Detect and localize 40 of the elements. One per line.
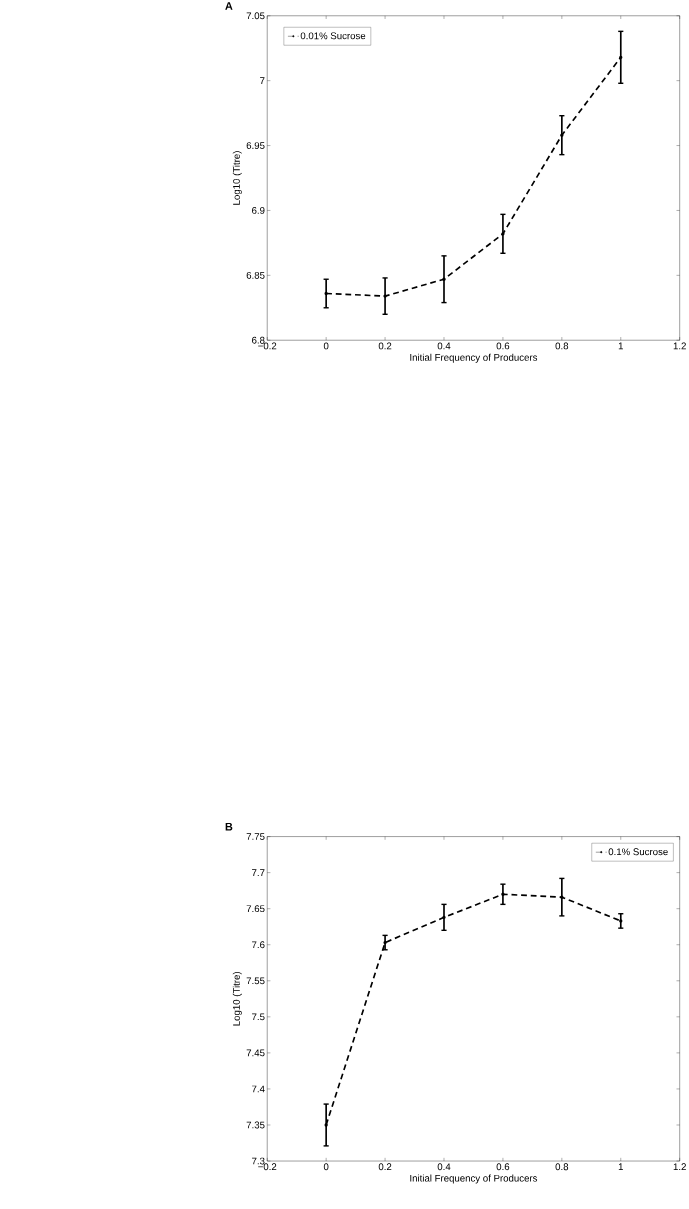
y-tick-label: 6.9	[252, 207, 265, 214]
x-tick-label: 0.4	[437, 342, 451, 350]
x-tick-label: 0.2	[378, 342, 392, 350]
y-tick-label: 7.45	[246, 1049, 265, 1057]
legend-label: 0.1% Sucrose	[608, 848, 669, 856]
y-tick-label: 7	[260, 77, 265, 84]
y-axis-title: Log10 (Titre)	[233, 972, 243, 1026]
x-tick-label: 1.2	[673, 342, 687, 350]
x-tick-label: 0.8	[555, 1163, 569, 1171]
x-tick-label: 0.2	[378, 1163, 392, 1171]
y-tick-label: 7.7	[252, 869, 265, 876]
y-tick-label: 7.05	[246, 12, 265, 20]
y-tick-label: 7.55	[246, 977, 265, 985]
x-tick-label: 1	[619, 342, 624, 350]
y-axis-title: Log10 (Titre)	[233, 151, 243, 205]
x-tick-label: 1.2	[673, 1163, 687, 1171]
chart-title: A	[225, 2, 233, 10]
y-tick-label: 7.4	[252, 1085, 265, 1093]
y-tick-label: 6.85	[246, 271, 265, 279]
x-axis-title: Initial Frequency of Producers	[410, 1174, 538, 1184]
x-tick-label: 0.8	[555, 342, 569, 350]
y-tick-label: 7.3	[252, 1157, 265, 1165]
x-axis-title: Initial Frequency of Producers	[410, 353, 538, 363]
y-tick-label: 7.35	[246, 1121, 265, 1129]
x-tick-label: −0.2	[258, 1163, 277, 1171]
y-tick-label: 7.75	[246, 833, 265, 840]
legend-label: 0.01% Sucrose	[300, 32, 366, 40]
x-tick-label: 0.6	[496, 1163, 510, 1171]
x-tick-label: 0	[324, 342, 329, 350]
chart-title: B	[225, 822, 233, 831]
x-tick-label: 0.4	[437, 1163, 451, 1171]
y-tick-label: 6.95	[246, 142, 265, 149]
x-tick-label: −0.2	[258, 342, 277, 350]
x-tick-label: 1	[619, 1163, 624, 1170]
x-tick-label: 0.6	[496, 342, 510, 350]
y-tick-label: 7.65	[246, 905, 265, 913]
y-tick-label: 6.8	[252, 336, 265, 344]
x-tick-label: 0	[324, 1163, 329, 1171]
y-tick-label: 7.5	[252, 1013, 265, 1021]
y-tick-label: 7.6	[252, 941, 265, 949]
